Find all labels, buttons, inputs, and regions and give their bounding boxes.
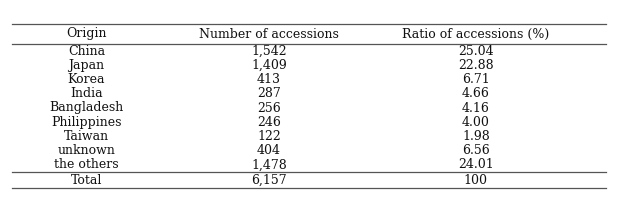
Text: Bangladesh: Bangladesh [49, 102, 124, 114]
Text: 4.00: 4.00 [462, 116, 490, 129]
Text: 6.71: 6.71 [462, 73, 489, 86]
Text: 246: 246 [257, 116, 281, 129]
Text: 4.16: 4.16 [462, 102, 490, 114]
Text: 413: 413 [257, 73, 281, 86]
Text: 1,478: 1,478 [251, 158, 287, 171]
Text: 24.01: 24.01 [458, 158, 494, 171]
Text: 6.56: 6.56 [462, 144, 489, 157]
Text: Ratio of accessions (%): Ratio of accessions (%) [402, 27, 549, 40]
Text: 25.04: 25.04 [458, 45, 494, 58]
Text: 256: 256 [257, 102, 281, 114]
Text: 287: 287 [257, 87, 281, 100]
Text: Origin: Origin [66, 27, 107, 40]
Text: 1,542: 1,542 [251, 45, 287, 58]
Text: the others: the others [54, 158, 119, 171]
Text: 1.98: 1.98 [462, 130, 489, 143]
Text: Japan: Japan [69, 59, 104, 72]
Text: 6,157: 6,157 [251, 173, 287, 186]
Text: India: India [70, 87, 103, 100]
Text: Number of accessions: Number of accessions [199, 27, 339, 40]
Text: 122: 122 [257, 130, 281, 143]
Text: Taiwan: Taiwan [64, 130, 109, 143]
Text: 404: 404 [257, 144, 281, 157]
Text: unknown: unknown [57, 144, 116, 157]
Text: 1,409: 1,409 [251, 59, 287, 72]
Text: Total: Total [71, 173, 102, 186]
Text: China: China [68, 45, 105, 58]
Text: 100: 100 [464, 173, 488, 186]
Text: Philippines: Philippines [51, 116, 122, 129]
Text: 4.66: 4.66 [462, 87, 490, 100]
Text: 22.88: 22.88 [458, 59, 494, 72]
Text: Korea: Korea [68, 73, 105, 86]
